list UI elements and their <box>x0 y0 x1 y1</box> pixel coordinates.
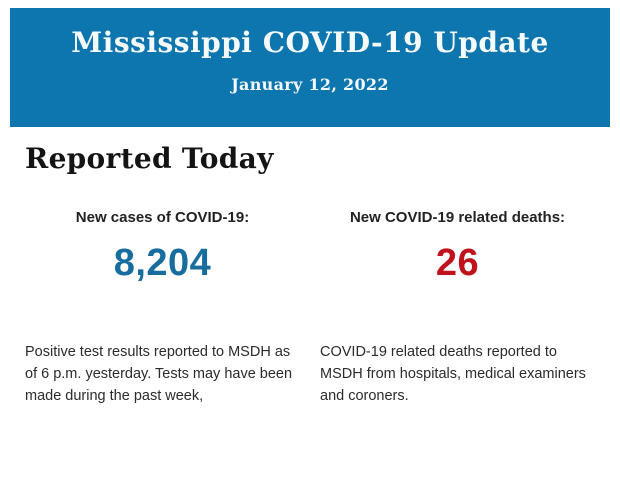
stats-grid: New cases of COVID-19: 8,204 Positive te… <box>25 209 595 407</box>
page-title: Mississippi COVID-19 Update <box>71 26 549 59</box>
report-date: January 12, 2022 <box>231 75 389 94</box>
content-area: Reported Today New cases of COVID-19: 8,… <box>0 142 620 407</box>
new-deaths-label: New COVID-19 related deaths: <box>349 209 566 226</box>
new-cases-label: New cases of COVID-19: <box>75 209 250 226</box>
stat-new-deaths: New COVID-19 related deaths: 26 COVID-19… <box>320 209 595 407</box>
new-deaths-value: 26 <box>435 242 480 284</box>
new-deaths-description: COVID-19 related deaths reported to MSDH… <box>320 344 586 404</box>
section-heading: Reported Today <box>25 142 274 175</box>
new-cases-description: Positive test results reported to MSDH a… <box>25 344 293 404</box>
stat-new-cases: New cases of COVID-19: 8,204 Positive te… <box>25 209 300 407</box>
new-cases-value: 8,204 <box>113 242 212 284</box>
header-banner: Mississippi COVID-19 Update January 12, … <box>10 8 610 127</box>
